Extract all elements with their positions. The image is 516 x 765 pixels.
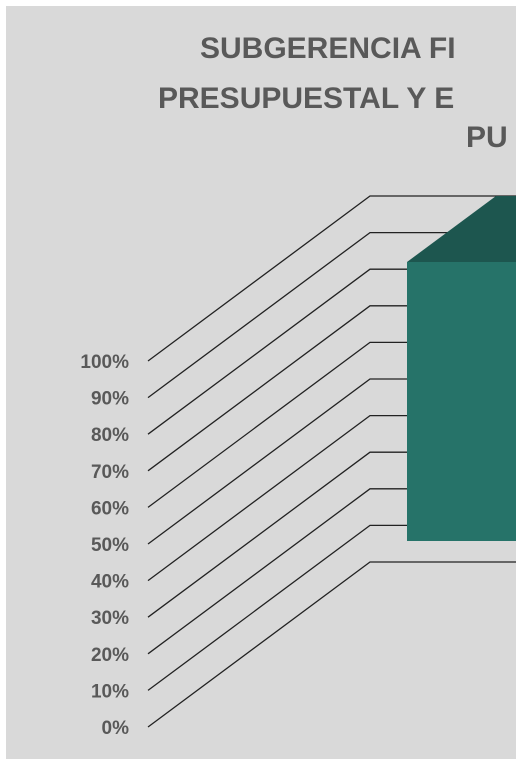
y-tick-label: 50% xyxy=(91,535,129,556)
chart-title-line-3: PU xyxy=(466,121,508,154)
y-tick-label: 90% xyxy=(91,389,129,410)
gridline-10pct xyxy=(147,524,516,691)
bar-front-face xyxy=(407,262,516,541)
y-tick-label: 60% xyxy=(91,498,129,519)
y-axis-ticks: 0% 10% 20% 30% 40% 50% 60% 70% 80% 90% 100% xyxy=(80,352,129,739)
y-tick-label: 30% xyxy=(91,608,129,629)
gridline-100pct xyxy=(147,195,516,362)
chart-title-line-1: SUBGERENCIA FI xyxy=(200,32,456,65)
y-tick-label: 0% xyxy=(102,718,130,739)
y-tick-label: 20% xyxy=(91,645,129,666)
plot-area: 0% 10% 20% 30% 40% 50% 60% 70% 80% 90% 100% xyxy=(80,195,516,739)
gridline-0pct xyxy=(147,561,516,728)
y-tick-label: 70% xyxy=(91,462,129,483)
chart-title-line-2: PRESUPUESTAL Y E xyxy=(158,82,455,115)
y-tick-label: 80% xyxy=(91,425,129,446)
bar-top-face xyxy=(407,196,516,262)
bars xyxy=(407,196,516,541)
chart-area: SUBGERENCIA FI PRESUPUESTAL Y E PU 0% 10%… xyxy=(6,6,516,759)
y-tick-label: 40% xyxy=(91,572,129,593)
y-tick-label: 10% xyxy=(91,681,129,702)
y-tick-label: 100% xyxy=(80,352,129,373)
